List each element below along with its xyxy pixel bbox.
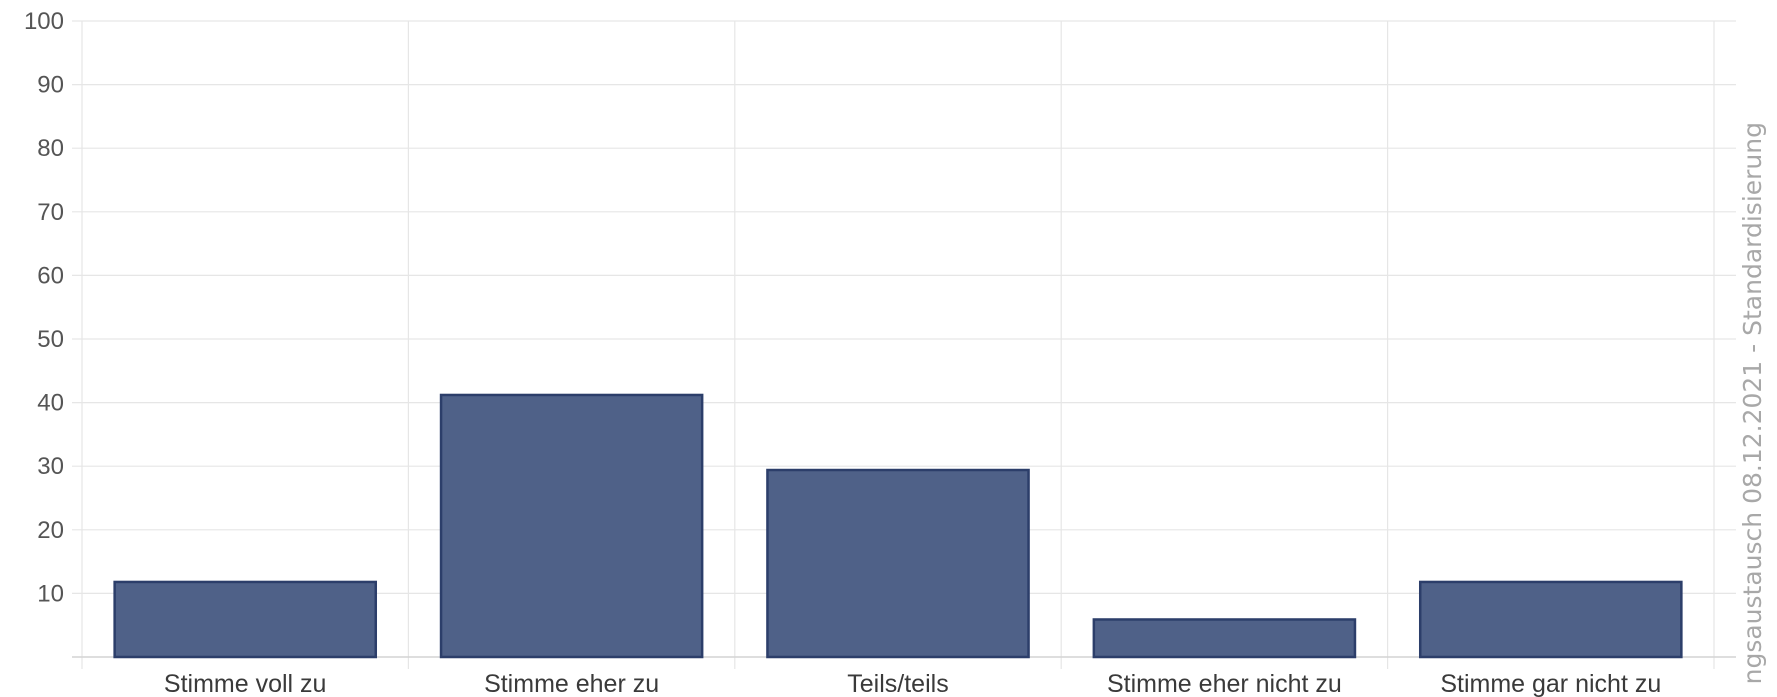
y-axis-ticks: 10 20 30 40 50 60 70 80 90 100: [24, 8, 64, 607]
bar-3: [766, 468, 1030, 659]
y-tick-label: 20: [37, 517, 64, 544]
x-category-label: Stimme gar nicht zu: [1440, 670, 1661, 697]
y-tick-label: 10: [37, 580, 64, 607]
y-tick-label: 90: [37, 72, 64, 99]
y-tick-label: 40: [37, 390, 64, 417]
x-axis-labels: Stimme voll zu Stimme eher zu Teils/teils S…: [164, 670, 1661, 697]
x-category-label: Stimme voll zu: [164, 670, 327, 697]
y-tick-label: 60: [37, 262, 64, 289]
bar-5: [1418, 580, 1683, 659]
bars-layer: [113, 393, 1683, 659]
x-category-label: Teils/teils: [847, 670, 948, 697]
bar-2: [439, 393, 704, 659]
watermark-text: ngsaustausch 08.12.2021 - Standardisieru…: [1738, 122, 1767, 684]
bar-4: [1092, 618, 1357, 659]
y-tick-label: 100: [24, 8, 64, 35]
x-category-label: Stimme eher zu: [484, 670, 659, 697]
bar-1: [113, 580, 378, 659]
y-tick-label: 50: [37, 326, 64, 353]
x-category-label: Stimme eher nicht zu: [1107, 670, 1342, 697]
y-tick-label: 30: [37, 453, 64, 480]
y-tick-label: 80: [37, 135, 64, 162]
y-tick-label: 70: [37, 199, 64, 226]
